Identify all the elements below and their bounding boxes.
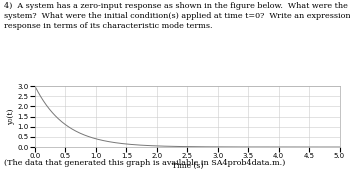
X-axis label: Time (s): Time (s)	[172, 162, 203, 169]
Text: 4)  A system has a zero-input response as shown in the figure below.  What were : 4) A system has a zero-input response as…	[4, 2, 350, 30]
Y-axis label: y₀(t): y₀(t)	[7, 108, 15, 125]
Text: (The data that generated this graph is available in SA4prob4data.m.): (The data that generated this graph is a…	[4, 159, 285, 167]
